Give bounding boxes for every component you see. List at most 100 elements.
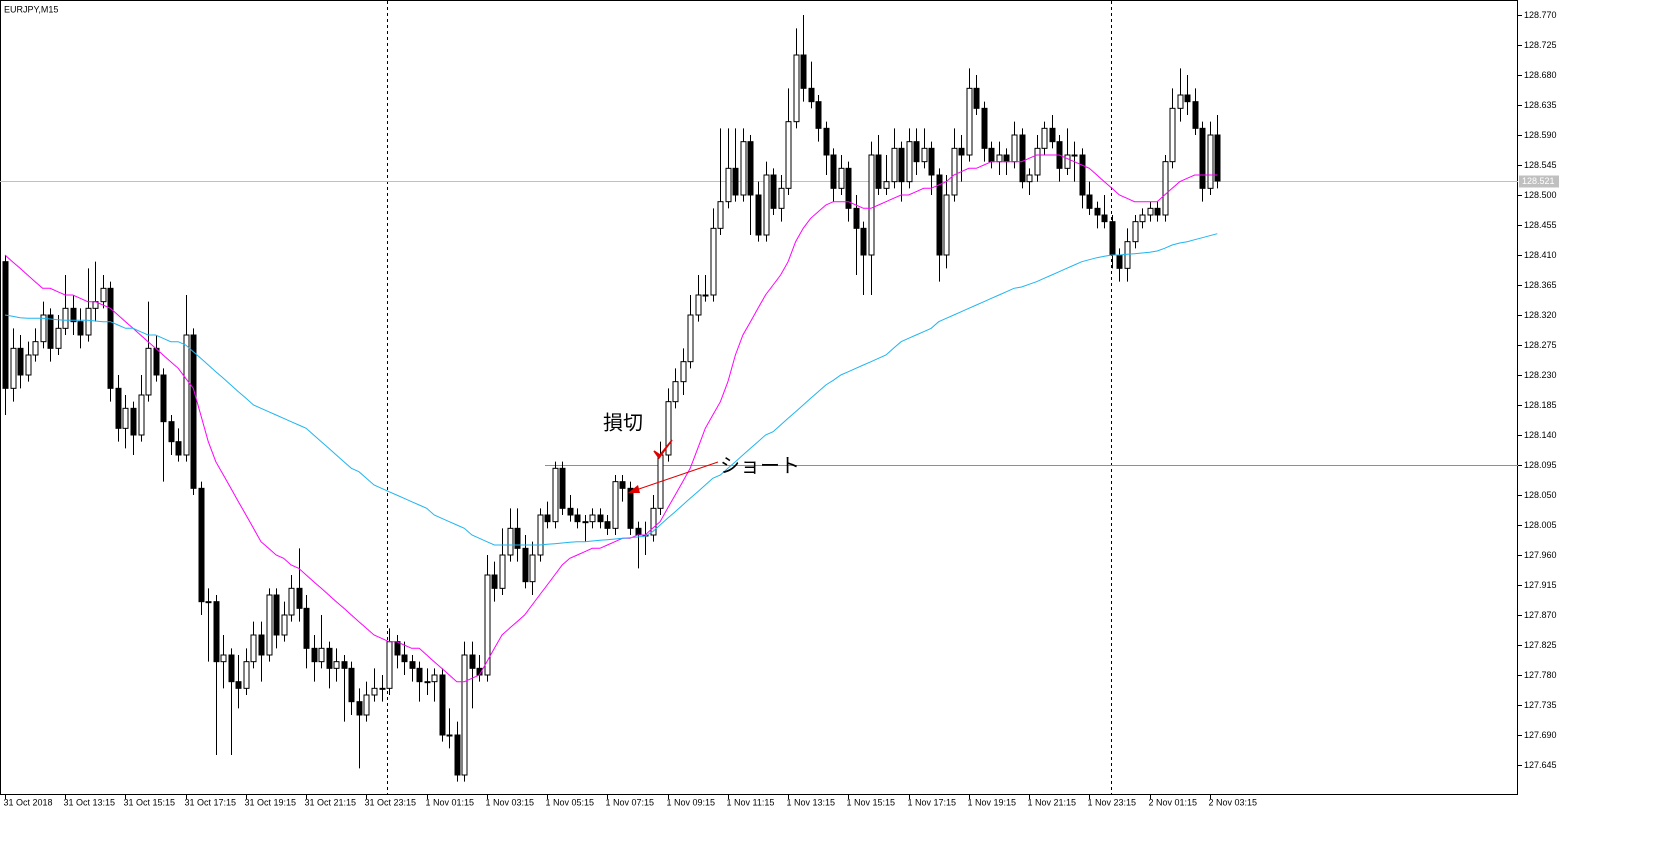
y-tick-label: 128.140	[1524, 430, 1557, 440]
candle-body	[55, 327, 62, 349]
y-tick-label: 128.545	[1524, 160, 1557, 170]
candle-body	[507, 527, 514, 556]
candle-body	[680, 361, 687, 383]
candle-body	[1124, 241, 1131, 269]
candle-body	[401, 654, 408, 663]
x-tick-label: 2 Nov 03:15	[1209, 797, 1258, 807]
current-price-label: 128.521	[1522, 176, 1555, 186]
candle-body	[416, 667, 423, 683]
candle-body	[10, 347, 17, 389]
candle-body	[303, 607, 310, 649]
candle-body	[853, 207, 860, 229]
x-tick-label: 1 Nov 13:15	[787, 797, 836, 807]
candle-body	[1003, 154, 1010, 163]
candle-body	[461, 654, 468, 776]
candle-body	[1177, 94, 1184, 109]
candle-body	[243, 661, 250, 689]
candle-body	[567, 507, 574, 516]
candle-body	[687, 314, 694, 363]
candle-body	[333, 661, 340, 669]
candle-body	[619, 481, 626, 489]
candle-body	[778, 187, 785, 209]
candle-body	[725, 167, 732, 203]
candle-body	[100, 287, 107, 303]
candle-body	[153, 347, 160, 376]
candle-body	[145, 347, 152, 396]
y-tick-label: 128.185	[1524, 400, 1557, 410]
candle-body	[1011, 134, 1018, 163]
candle-body	[868, 154, 875, 256]
candle-body	[409, 661, 416, 669]
plot-frame	[0, 0, 1518, 795]
candle-body	[544, 514, 551, 523]
candle-body	[296, 587, 303, 609]
candle-body	[363, 694, 370, 716]
x-tick-label: 1 Nov 23:15	[1088, 797, 1137, 807]
candle-body	[875, 154, 882, 189]
candle-body	[883, 181, 890, 189]
candle-body	[996, 154, 1003, 163]
candle-body	[522, 547, 529, 583]
candle-body	[988, 147, 995, 163]
candle-body	[936, 174, 943, 256]
candle-body	[326, 647, 333, 669]
candle-body	[1019, 134, 1026, 183]
candle-body	[70, 307, 77, 323]
y-tick-label: 127.960	[1524, 550, 1557, 560]
candle-body	[770, 174, 777, 209]
candle-body	[454, 734, 461, 776]
x-tick-label: 1 Nov 05:15	[546, 797, 595, 807]
candle-body	[943, 194, 950, 256]
candle-body	[755, 194, 762, 236]
candle-body	[808, 87, 815, 103]
x-tick-label: 1 Nov 09:15	[667, 797, 716, 807]
candle-body	[446, 734, 453, 737]
candle-body	[973, 87, 980, 109]
candle-body	[981, 107, 988, 149]
candle-body	[1139, 214, 1146, 223]
candle-body	[815, 101, 822, 129]
y-tick-label: 127.915	[1524, 580, 1557, 590]
candle-body	[951, 147, 958, 196]
candle-body	[650, 507, 657, 536]
candle-body	[732, 167, 739, 196]
candle-body	[491, 574, 498, 589]
candle-body	[800, 54, 807, 89]
candle-body	[2, 261, 9, 389]
candle-body	[913, 141, 920, 163]
candle-body	[845, 167, 852, 209]
current-price-box	[1519, 175, 1559, 188]
candle-body	[379, 687, 386, 690]
x-tick-label: 1 Nov 01:15	[426, 797, 475, 807]
candle-body	[1041, 127, 1048, 149]
candle-body	[582, 521, 589, 524]
x-tick-label: 31 Oct 13:15	[64, 797, 116, 807]
candle-body	[665, 401, 672, 456]
candles-layer	[2, 15, 1221, 782]
candle-body	[499, 554, 506, 589]
candle-body	[747, 141, 754, 196]
y-tick-label: 127.825	[1524, 640, 1557, 650]
candle-body	[830, 154, 837, 189]
y-tick-label: 128.500	[1524, 190, 1557, 200]
candle-body	[1101, 214, 1108, 223]
candle-body	[717, 201, 724, 229]
y-tick-label: 128.365	[1524, 280, 1557, 290]
x-tick-label: 31 Oct 2018	[4, 797, 53, 807]
candle-body	[740, 141, 747, 196]
candle-body	[823, 127, 830, 156]
candle-body	[838, 167, 845, 189]
y-tick-label: 128.725	[1524, 40, 1557, 50]
x-tick-label: 1 Nov 15:15	[847, 797, 896, 807]
candle-body	[220, 654, 227, 663]
x-tick-label: 31 Oct 21:15	[305, 797, 357, 807]
candle-body	[235, 681, 242, 689]
candle-body	[213, 601, 220, 663]
candle-body	[258, 634, 265, 656]
y-tick-label: 128.590	[1524, 130, 1557, 140]
candle-body	[85, 307, 92, 336]
candle-body	[966, 87, 973, 156]
candle-body	[1109, 221, 1116, 256]
candle-body	[484, 574, 491, 676]
